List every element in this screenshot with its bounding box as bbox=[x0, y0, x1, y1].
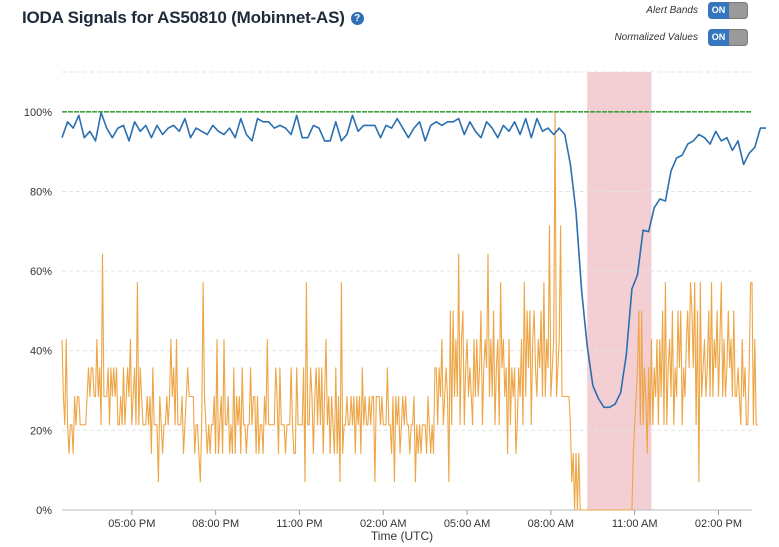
y-tick-label: 40% bbox=[30, 346, 52, 358]
normalized-values-toggle[interactable]: ON bbox=[708, 29, 748, 46]
y-tick-label: 20% bbox=[30, 425, 52, 437]
y-tick-label: 80% bbox=[30, 186, 52, 198]
bgp-series-line bbox=[61, 111, 766, 409]
x-tick-label: 08:00 AM bbox=[528, 518, 574, 530]
y-tick-label: 0% bbox=[36, 505, 52, 517]
x-tick-label: 11:00 AM bbox=[612, 518, 658, 530]
normalized-values-label: Normalized Values bbox=[614, 32, 698, 43]
x-tick-label: 05:00 AM bbox=[444, 518, 490, 530]
toggle-knob bbox=[729, 3, 747, 18]
chart-header: IODA Signals for AS50810 (Mobinnet-AS) ? bbox=[22, 8, 364, 28]
alert-bands-control: Alert Bands ON bbox=[646, 2, 748, 19]
page-title: IODA Signals for AS50810 (Mobinnet-AS) bbox=[22, 8, 345, 27]
y-tick-label: 60% bbox=[30, 266, 52, 278]
x-tick-label: 02:00 AM bbox=[360, 518, 406, 530]
alert-band bbox=[587, 72, 652, 510]
alert-bands-toggle-state: ON bbox=[708, 2, 729, 19]
x-tick-label: 11:00 PM bbox=[276, 518, 322, 530]
alert-bands-toggle[interactable]: ON bbox=[708, 2, 748, 19]
toggle-knob bbox=[729, 30, 747, 45]
normalized-values-control: Normalized Values ON bbox=[614, 29, 748, 46]
x-tick-label: 02:00 PM bbox=[695, 518, 742, 530]
normalized-values-toggle-state: ON bbox=[708, 29, 729, 46]
x-tick-label: 05:00 PM bbox=[108, 518, 155, 530]
x-tick-label: 08:00 PM bbox=[192, 518, 239, 530]
y-tick-label: 100% bbox=[24, 107, 52, 119]
question-circle-icon[interactable]: ? bbox=[350, 11, 364, 25]
active-probing-series-line bbox=[61, 111, 758, 511]
alert-bands-label: Alert Bands bbox=[646, 5, 698, 16]
x-axis-title: Time (UTC) bbox=[371, 529, 433, 543]
